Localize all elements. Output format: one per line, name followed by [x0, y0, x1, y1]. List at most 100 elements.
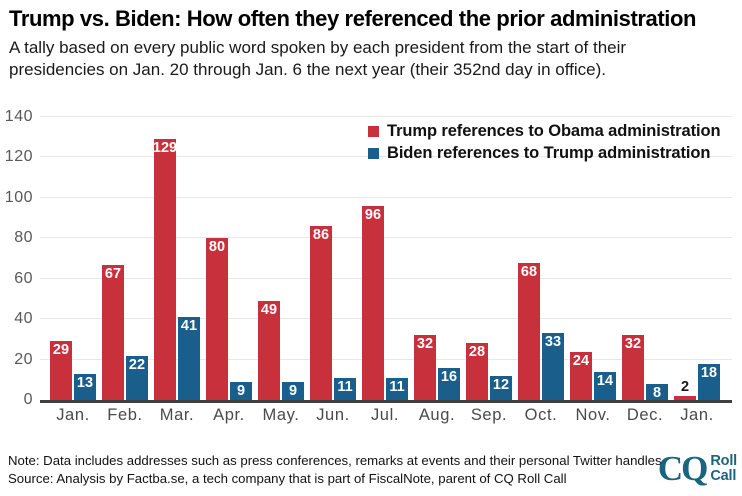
bar-value-label: 129 — [152, 140, 178, 157]
bar-value-label: 86 — [312, 227, 330, 244]
y-axis-tick-label: 100 — [4, 188, 33, 206]
y-axis-tick-label: 0 — [23, 391, 33, 408]
biden-bar: 16 — [438, 367, 460, 400]
chart-subtitle: A tally based on every public word spoke… — [9, 38, 627, 79]
gridline — [40, 116, 732, 117]
legend-item-biden: Biden references to Trump administration — [368, 142, 720, 164]
bar-value-label: 11 — [337, 378, 353, 395]
biden-bar: 41 — [178, 317, 200, 400]
trump-bar: 32 — [622, 335, 644, 400]
bar-value-label: 12 — [492, 376, 510, 393]
logo-rollcall-text: Roll Call — [710, 453, 737, 484]
biden-bar: 22 — [126, 355, 148, 400]
y-axis-tick-label: 20 — [14, 350, 33, 368]
biden-bar: 13 — [74, 373, 96, 400]
trump-bar: 49 — [258, 300, 280, 400]
bar-value-label: 67 — [104, 265, 122, 282]
bar-value-label: 96 — [364, 206, 382, 223]
y-axis-tick-label: 80 — [14, 229, 33, 247]
y-axis-tick-label: 60 — [14, 269, 33, 287]
bar-group: 86 11 — [307, 117, 359, 400]
legend-label: Biden references to Trump administration — [387, 143, 711, 162]
bar-value-label: 32 — [624, 336, 642, 353]
trump-bar: 80 — [206, 238, 228, 400]
trump-bar: 86 — [310, 226, 332, 400]
bar-group: 2 18 — [671, 117, 723, 400]
x-axis-tick-label: Nov. — [575, 406, 611, 424]
biden-bar: 33 — [542, 333, 564, 400]
source-text: Source: Analysis by Factba.se, a tech co… — [8, 471, 567, 486]
gridline — [40, 156, 732, 158]
y-axis-tick-label: 120 — [4, 148, 33, 166]
bar-value-label: 29 — [52, 342, 70, 359]
bar-group: 28 12 — [463, 117, 515, 400]
legend-swatch-trump — [368, 125, 379, 137]
bar-value-label: 68 — [520, 263, 538, 280]
biden-bar: 12 — [490, 375, 512, 400]
x-axis-baseline — [40, 400, 732, 403]
gridline — [40, 196, 732, 198]
x-axis-tick-label: Mar. — [159, 406, 195, 424]
biden-bar: 14 — [594, 371, 616, 400]
x-axis-tick-label: Feb. — [107, 406, 143, 424]
bar-value-label: 80 — [208, 239, 226, 256]
bar-value-label: 8 — [652, 384, 662, 401]
bar-value-label: 22 — [128, 356, 146, 373]
bar-group: 129 41 — [151, 117, 203, 400]
logo-cq-text: CQ — [657, 449, 708, 488]
bar-group: 32 8 — [619, 117, 671, 401]
trump-bar: 24 — [570, 351, 592, 400]
bar-value-label: 16 — [440, 368, 458, 385]
bar-value-label: 11 — [389, 378, 405, 395]
x-axis-tick-label: Aug. — [418, 406, 456, 424]
x-axis-tick-label: Jun. — [316, 406, 350, 424]
bar-value-label: 24 — [572, 352, 590, 369]
biden-bar: 9 — [282, 381, 304, 400]
bar-value-label: 49 — [260, 301, 278, 318]
bar-group: 68 33 — [515, 117, 567, 400]
biden-bar: 11 — [334, 377, 356, 400]
bar-value-label: 28 — [468, 344, 486, 361]
bar-value-label: 2 — [680, 378, 690, 395]
x-axis-tick-label: Apr. — [213, 406, 245, 424]
plot-area: 29 13 67 22 129 41 80 9 49 9 86 11 96 11 32 16 28 12 68 33 2… — [40, 116, 732, 403]
trump-bar: 96 — [362, 205, 384, 400]
bar-value-label: 14 — [596, 372, 614, 389]
x-axis-tick-label: Dec. — [626, 406, 664, 424]
y-axis-tick-label: 140 — [4, 108, 33, 125]
trump-bar: 28 — [466, 343, 488, 400]
trump-bar: 2 — [674, 379, 696, 400]
gridline — [40, 277, 732, 279]
x-axis-tick-label: Sep. — [470, 406, 508, 424]
bar-group: 29 13 — [47, 117, 99, 400]
trump-bar: 68 — [518, 262, 540, 400]
bar-value-label: 33 — [544, 334, 562, 351]
bar-group: 24 14 — [567, 117, 619, 400]
trump-bar: 29 — [50, 341, 72, 400]
y-axis: 0 20 40 60 80 100 120 140 — [0, 108, 33, 408]
bar-columns: 29 13 67 22 129 41 80 9 49 9 86 11 96 11 32 16 28 12 68 33 2… — [40, 117, 732, 401]
x-axis-tick-label: May. — [262, 406, 300, 424]
bar-value-label: 9 — [236, 382, 246, 399]
y-axis-tick-label: 40 — [14, 310, 33, 328]
trump-bar: 67 — [102, 264, 124, 400]
note-text: Note: Data includes addresses such as pr… — [8, 453, 666, 468]
trump-bar: 129 — [153, 139, 177, 400]
bar-value-label: 9 — [288, 382, 298, 399]
bar-group: 32 16 — [411, 117, 463, 400]
x-axis-tick-label: Jul. — [370, 406, 400, 424]
bar-value-label: 18 — [700, 364, 718, 381]
legend-label: Trump references to Obama administration — [387, 121, 721, 140]
legend: Trump references to Obama administration… — [368, 120, 721, 164]
bar-group: 96 11 — [359, 117, 411, 400]
x-axis-labels: Jan. Feb. Mar. Apr. May. Jun. Jul. Aug. Sep. Oct.… — [47, 406, 723, 425]
bar-group: 67 22 — [99, 117, 151, 400]
gridline — [40, 318, 732, 320]
cq-roll-call-logo: CQ Roll Call — [657, 449, 737, 488]
x-axis-tick-label: Oct. — [524, 406, 558, 424]
biden-bar: 8 — [646, 383, 668, 401]
gridline — [40, 237, 732, 239]
biden-bar: 11 — [386, 377, 408, 400]
x-axis-tick-label: Jan. — [680, 406, 714, 424]
bar-value-label: 41 — [180, 318, 198, 335]
